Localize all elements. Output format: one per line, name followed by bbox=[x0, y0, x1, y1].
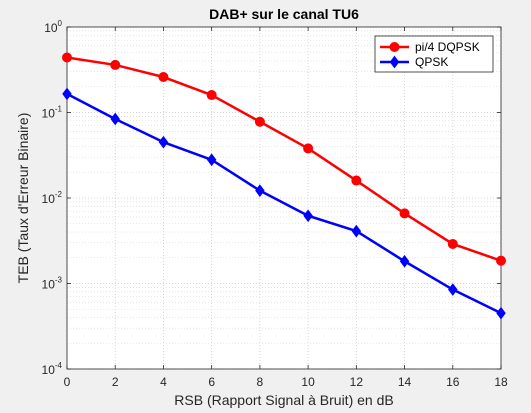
data-point bbox=[254, 116, 265, 127]
data-point bbox=[158, 72, 169, 83]
legend-marker bbox=[389, 55, 400, 69]
x-tick-label: 0 bbox=[64, 375, 71, 389]
legend-label: QPSK bbox=[415, 55, 448, 69]
data-point bbox=[206, 153, 217, 167]
data-point bbox=[110, 59, 121, 70]
data-point bbox=[303, 209, 313, 223]
data-point bbox=[496, 306, 506, 320]
y-axis-label: TEB (Taux d'Erreur Binaire) bbox=[15, 113, 31, 284]
x-tick-labels: 0 2 4 6 8 10 12 14 16 18 bbox=[64, 375, 508, 389]
data-point bbox=[255, 184, 265, 197]
x-tick-label: 6 bbox=[208, 375, 215, 389]
legend-marker bbox=[389, 42, 400, 52]
axis-ticks bbox=[66, 26, 502, 370]
y-tick-label: 10-2 bbox=[42, 190, 63, 206]
x-tick-label: 8 bbox=[257, 375, 264, 389]
data-point bbox=[351, 175, 362, 186]
series-qpsk bbox=[62, 87, 506, 320]
y-tick-label: 10-4 bbox=[42, 361, 63, 377]
series-line bbox=[66, 56, 502, 262]
y-tick-label: 10-3 bbox=[42, 276, 63, 292]
y-tick-label: 100 bbox=[44, 19, 62, 35]
x-tick-label: 10 bbox=[301, 375, 315, 389]
data-point bbox=[110, 112, 120, 126]
data-point bbox=[448, 283, 458, 296]
series-layer bbox=[62, 52, 506, 320]
data-point bbox=[62, 87, 72, 101]
legend-entry: pi/4 DQPSK bbox=[380, 40, 480, 54]
legend-label: pi/4 DQPSK bbox=[415, 40, 480, 54]
chart-title: DAB+ sur le canal TU6 bbox=[209, 6, 359, 22]
x-tick-label: 12 bbox=[350, 375, 364, 389]
data-point bbox=[206, 90, 217, 101]
x-tick-label: 2 bbox=[112, 375, 119, 389]
data-point bbox=[447, 238, 458, 249]
y-tick-label: 10-1 bbox=[42, 105, 63, 121]
series-line bbox=[66, 92, 502, 315]
data-point bbox=[399, 254, 410, 268]
x-tick-label: 18 bbox=[494, 375, 508, 389]
x-axis-label: RSB (Rapport Signal à Bruit) en dB bbox=[174, 392, 393, 408]
x-tick-label: 4 bbox=[160, 375, 167, 389]
y-tick-labels: 100 10-1 10-2 10-3 10-4 bbox=[42, 19, 63, 377]
series-pi4-dqpsk bbox=[62, 52, 506, 266]
data-point bbox=[303, 143, 314, 154]
data-point bbox=[399, 208, 410, 219]
data-point bbox=[158, 135, 169, 149]
data-point bbox=[351, 224, 362, 238]
data-point bbox=[496, 255, 506, 266]
x-tick-label: 14 bbox=[398, 375, 412, 389]
x-tick-label: 16 bbox=[446, 375, 460, 389]
legend-entry: QPSK bbox=[380, 55, 448, 69]
data-point bbox=[62, 52, 72, 63]
